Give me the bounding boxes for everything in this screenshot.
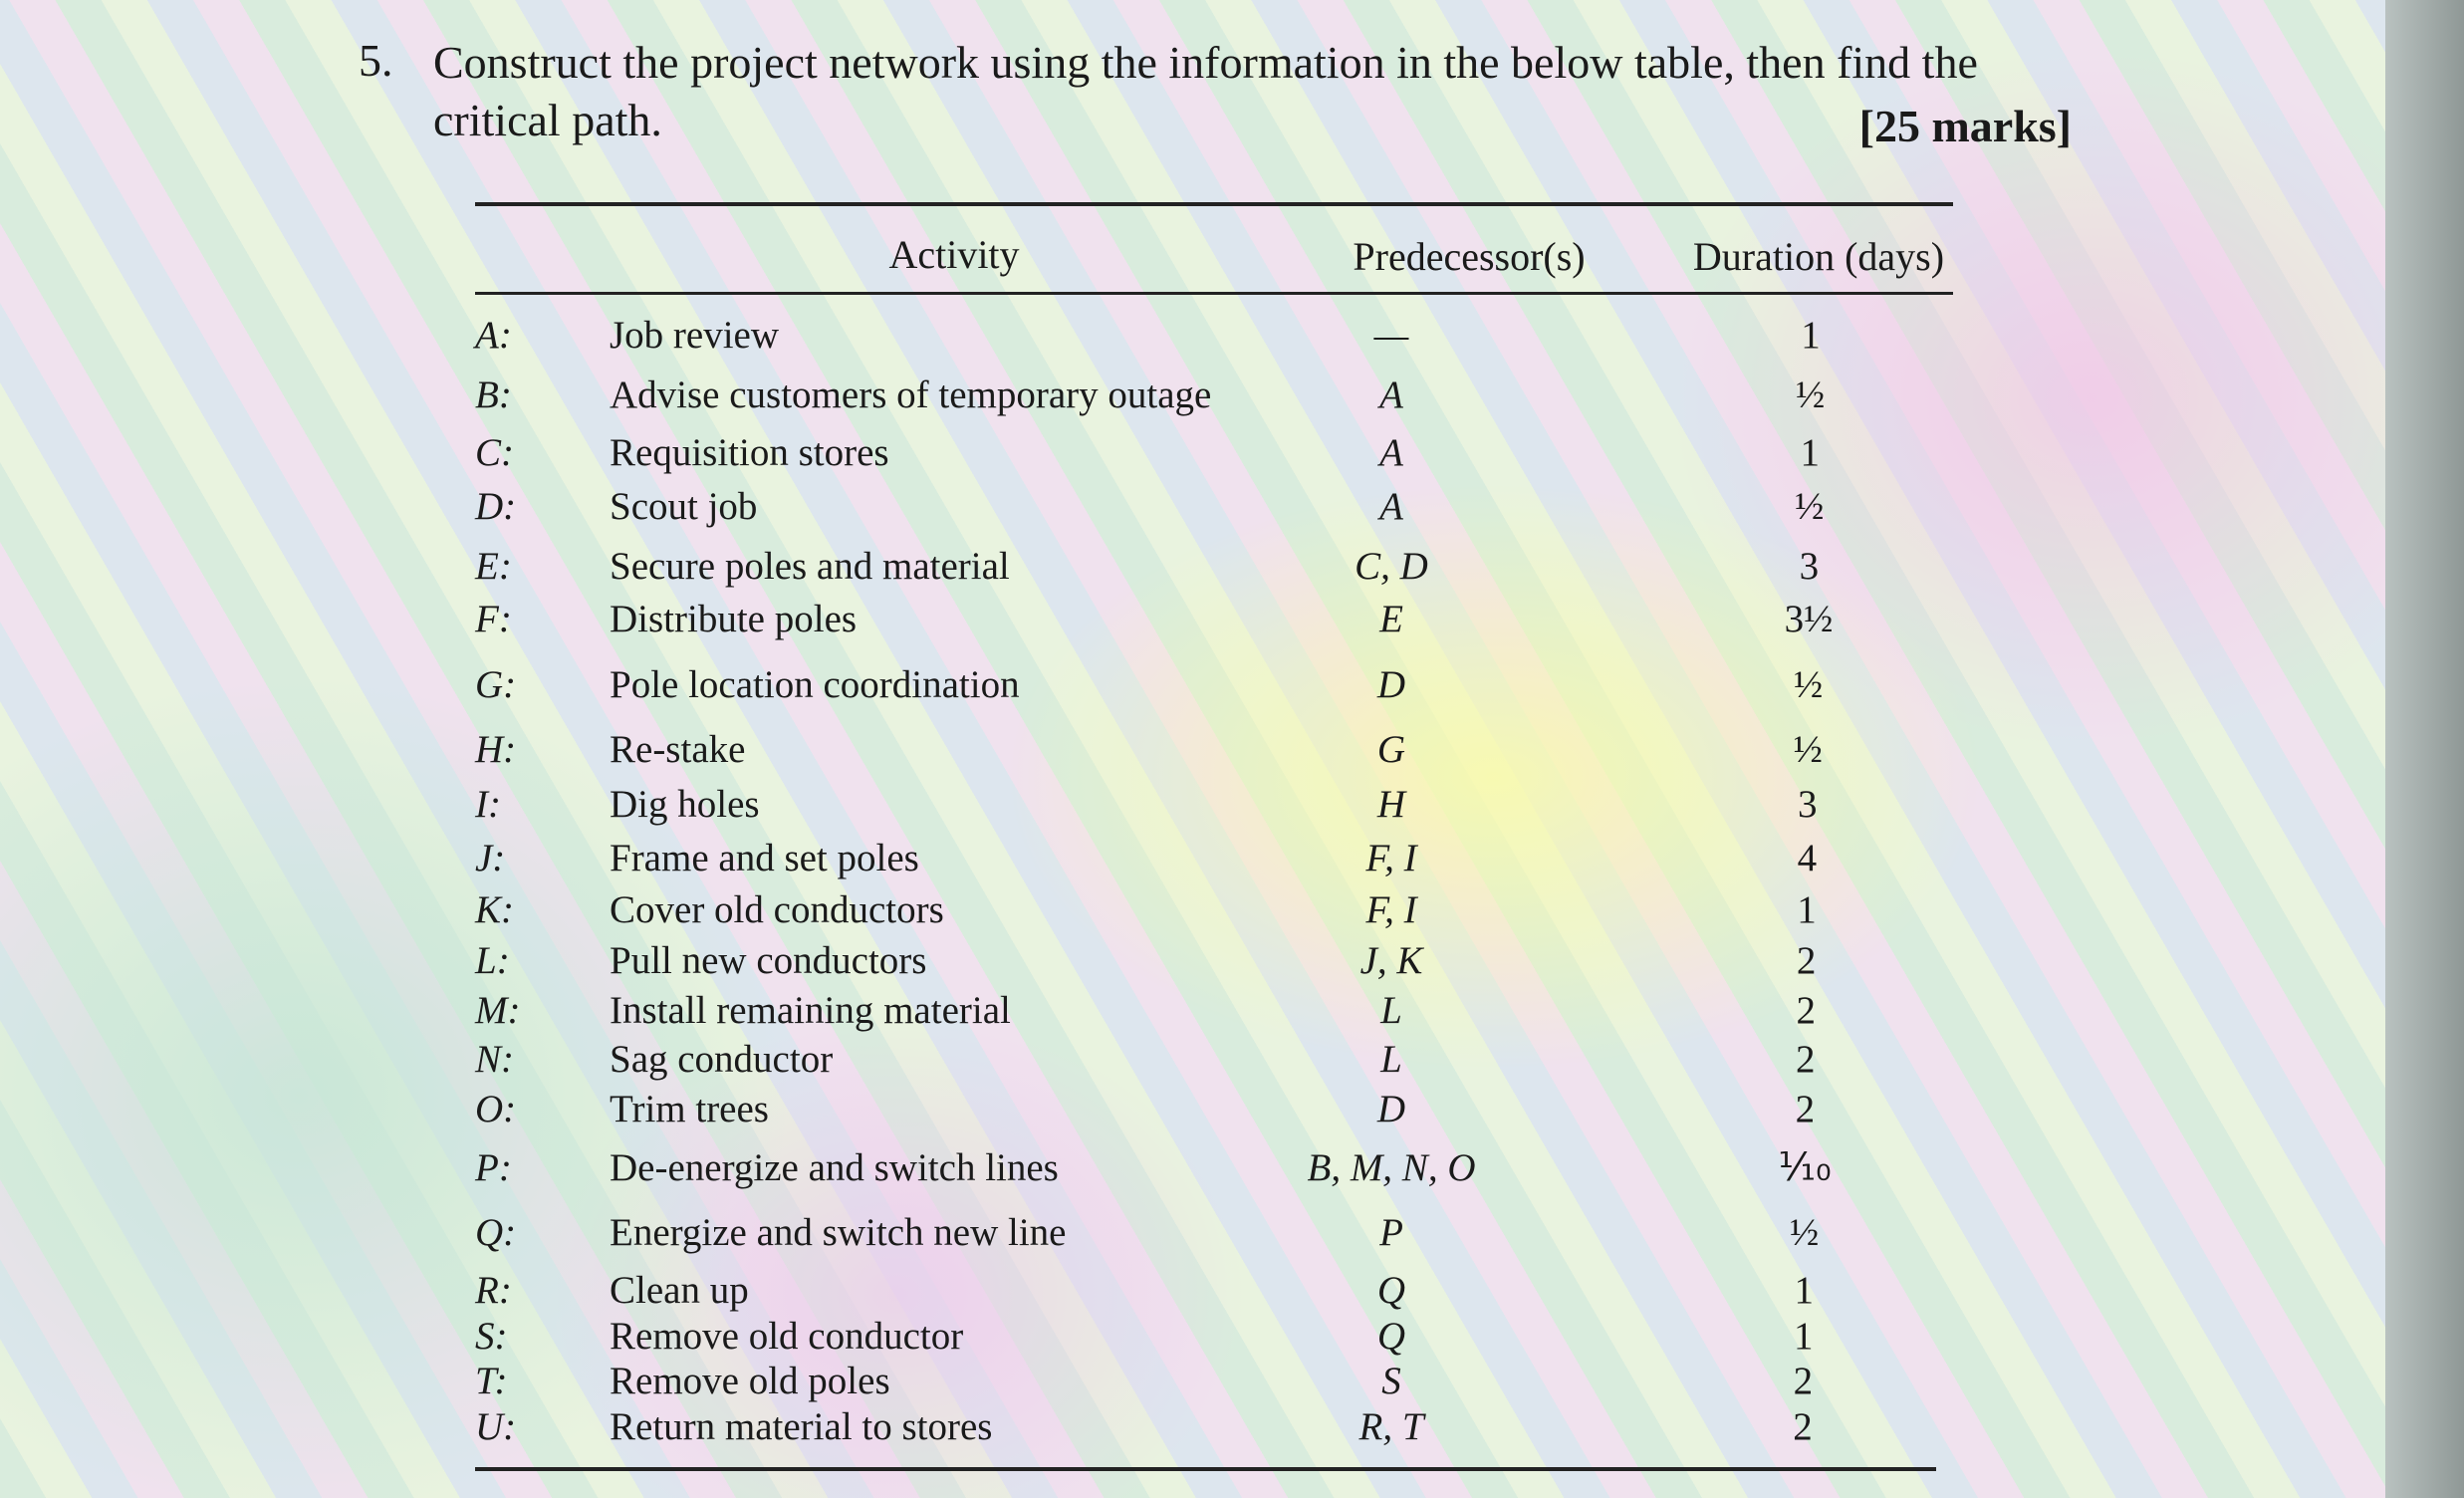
activity-letter: G: [475, 663, 517, 707]
activity-letter: N: [475, 1037, 514, 1081]
activity-name: Job review [610, 313, 780, 357]
predecessors: B, M, N, O [1307, 1145, 1476, 1189]
duration: 2 [1795, 1088, 1816, 1131]
activity-name: Distribute poles [610, 598, 858, 641]
table-rule [475, 202, 1953, 206]
question-text: critical path. [433, 95, 662, 145]
table-rule [475, 1467, 1936, 1471]
activity-letter: U: [475, 1405, 517, 1449]
duration: 1 [1797, 888, 1817, 932]
predecessors: C, D [1355, 544, 1428, 588]
activity-letter: E: [475, 544, 512, 588]
duration: 2 [1793, 1360, 1814, 1403]
activity-name: Dig holes [610, 783, 760, 827]
activity-name: Secure poles and material [610, 544, 1010, 588]
duration: ½ [1793, 728, 1823, 772]
predecessors: F, I [1365, 837, 1417, 879]
duration: 3½ [1784, 598, 1834, 641]
activity-letter: M: [475, 989, 521, 1033]
duration: 1 [1794, 1268, 1814, 1312]
duration: 1 [1794, 1314, 1814, 1358]
activity-letter: K: [475, 888, 514, 932]
background-edge [2385, 0, 2464, 1498]
duration: 2 [1793, 1405, 1813, 1449]
activity-letter: Q: [475, 1210, 517, 1254]
predecessors: L [1380, 1037, 1402, 1081]
duration: ½ [1795, 373, 1826, 416]
predecessors: G [1376, 728, 1406, 772]
duration: ⅒ [1778, 1145, 1832, 1189]
activity-letter: F: [475, 598, 512, 641]
predecessors: R, T [1358, 1405, 1424, 1449]
duration: ½ [1789, 1210, 1820, 1254]
activity-name: Advise customers of temporary outage [610, 373, 1212, 416]
predecessors: — [1373, 313, 1409, 357]
activity-name: Cover old conductors [610, 888, 944, 932]
activity-letter: C: [475, 430, 514, 474]
predecessors: F, I [1365, 888, 1417, 932]
column-header: Activity [888, 232, 1020, 277]
predecessors: S [1381, 1360, 1401, 1403]
duration: 2 [1796, 1037, 1816, 1081]
duration: ½ [1793, 663, 1824, 707]
column-header: Predecessor(s) [1353, 234, 1586, 279]
duration: 1 [1801, 313, 1821, 357]
activity-letter: R: [475, 1268, 512, 1312]
activity-letter: I: [475, 783, 501, 827]
activity-name: Energize and switch new line [610, 1210, 1067, 1254]
predecessors: D [1376, 1088, 1406, 1131]
predecessors: E [1379, 598, 1403, 641]
predecessors: H [1376, 783, 1406, 827]
activity-name: Pull new conductors [610, 938, 927, 982]
activity-name: Remove old poles [610, 1360, 890, 1403]
activity-name: Requisition stores [610, 430, 889, 474]
question-text: Construct the project network using the … [433, 37, 1978, 88]
activity-name: Trim trees [610, 1088, 769, 1131]
duration: 1 [1800, 430, 1820, 474]
predecessors: A [1379, 484, 1403, 528]
predecessors: J, K [1359, 938, 1423, 982]
activity-name: Sag conductor [610, 1037, 834, 1081]
predecessors: P [1379, 1210, 1403, 1254]
activity-name: Re-stake [610, 728, 746, 772]
activity-letter: T: [475, 1360, 508, 1403]
activity-letter: L: [475, 938, 510, 982]
predecessors: A [1379, 430, 1403, 474]
activity-letter: A: [475, 313, 512, 357]
activity-name: Install remaining material [610, 989, 1011, 1033]
predecessors: Q [1376, 1268, 1406, 1312]
activity-letter: P: [475, 1145, 512, 1189]
activity-name: Clean up [610, 1268, 749, 1312]
predecessors: D [1376, 663, 1406, 707]
duration: 4 [1797, 837, 1818, 879]
duration: 2 [1796, 938, 1817, 982]
activity-name: De-energize and switch lines [610, 1145, 1059, 1189]
activity-name: Return material to stores [610, 1405, 993, 1449]
activity-letter: B: [475, 373, 512, 416]
activity-letter: S: [475, 1314, 508, 1358]
predecessors: L [1380, 989, 1402, 1033]
predecessors: Q [1376, 1314, 1406, 1358]
activity-letter: O: [475, 1088, 517, 1131]
activity-name: Scout job [610, 484, 758, 528]
duration: 3 [1799, 544, 1820, 588]
duration: 2 [1796, 989, 1816, 1033]
column-header: Duration (days) [1692, 234, 1945, 279]
table-rule [475, 292, 1953, 295]
activity-name: Frame and set poles [610, 837, 919, 879]
predecessors: A [1379, 373, 1403, 416]
activity-name: Remove old conductor [610, 1314, 964, 1358]
question-number: 5. [359, 35, 393, 86]
marks: [25 marks] [1858, 101, 2072, 151]
activity-name: Pole location coordination [610, 663, 1020, 707]
duration: ½ [1795, 484, 1825, 528]
duration: 3 [1798, 783, 1818, 827]
activity-letter: D: [475, 484, 517, 528]
activity-letter: J: [475, 837, 506, 879]
activity-letter: H: [475, 728, 517, 772]
